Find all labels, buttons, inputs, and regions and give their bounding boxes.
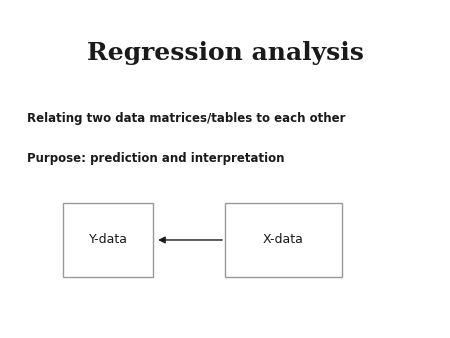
Text: Purpose: prediction and interpretation: Purpose: prediction and interpretation <box>27 152 284 165</box>
Text: Regression analysis: Regression analysis <box>86 41 364 65</box>
Text: X-data: X-data <box>263 234 304 246</box>
FancyBboxPatch shape <box>225 203 342 277</box>
Text: Relating two data matrices/tables to each other: Relating two data matrices/tables to eac… <box>27 112 346 125</box>
Text: Y-data: Y-data <box>89 234 127 246</box>
FancyBboxPatch shape <box>63 203 153 277</box>
